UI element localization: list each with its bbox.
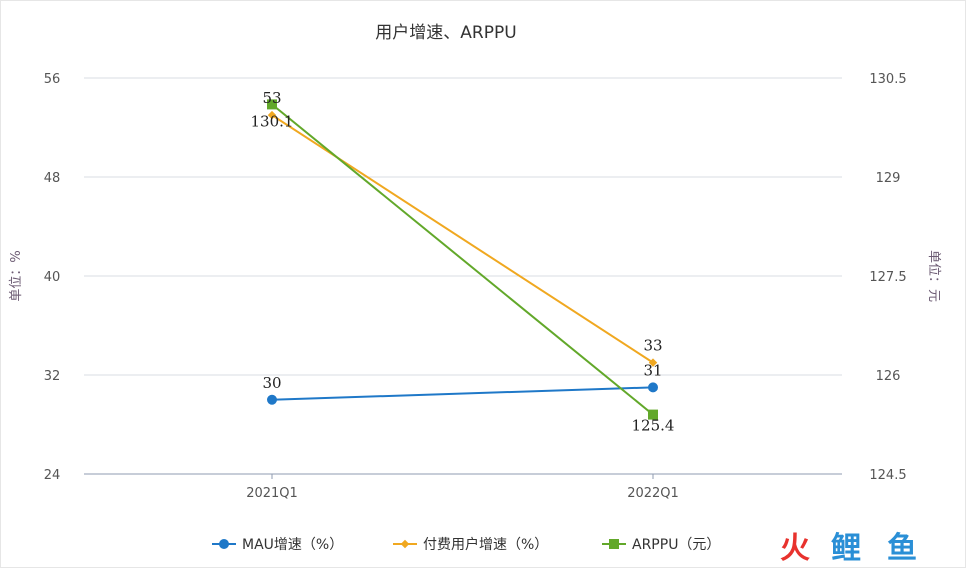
y-right-tick-label: 126 (876, 369, 901, 384)
legend-item[interactable]: 付费用户增速（%） (393, 536, 548, 553)
y-right-axis-label: 单位：元 (926, 250, 941, 302)
data-point (648, 358, 658, 367)
x-tick-label: 2021Q1 (246, 486, 298, 501)
data-label: 30 (262, 374, 281, 392)
legend-item[interactable]: MAU增速（%） (212, 537, 343, 553)
data-label: 31 (643, 361, 662, 379)
legend-label: 付费用户增速（%） (423, 536, 548, 553)
data-label: 33 (643, 337, 662, 355)
data-point (648, 382, 658, 393)
data-point (267, 110, 277, 120)
legend-label: MAU增速（%） (242, 537, 343, 553)
data-labels: 30 31 53 33 130.1 125.4 (251, 89, 675, 434)
series-line (271, 103, 654, 416)
data-label: 130.1 (251, 112, 294, 130)
data-label: 125.4 (632, 417, 675, 435)
y-right-tick-label: 130.5 (869, 72, 906, 87)
y-right-tick-label: 129 (876, 171, 901, 186)
watermark: 火鲤鱼 (780, 531, 917, 566)
legend-marker (609, 539, 619, 549)
y-left-axis-label: 单位：% (9, 250, 24, 301)
legend-marker (400, 539, 410, 549)
watermark-char: 鲤 (831, 531, 861, 566)
y-right-tick-label: 124.5 (869, 468, 906, 483)
y-right-tick-label: 127.5 (869, 270, 906, 285)
y-left-tick-label: 24 (44, 468, 61, 483)
y-left-tick-label: 56 (44, 72, 61, 87)
axes: 24 32 40 48 56 124.5 126 127.5 129 130.5 2021Q1 202… (9, 72, 941, 501)
y-left-tick-label: 48 (44, 171, 61, 186)
chart-title: 用户增速、ARPPU (375, 23, 516, 43)
y-left-tick-label: 32 (44, 369, 61, 384)
series-line (271, 114, 654, 364)
grid (84, 77, 842, 376)
y-left-tick-label: 40 (44, 270, 61, 285)
legend-item[interactable]: ARPPU（元） (602, 537, 720, 553)
series-lines (271, 103, 654, 416)
data-point (267, 99, 277, 110)
data-point (267, 394, 277, 405)
x-tick-label: 2022Q1 (627, 486, 679, 501)
markers (267, 99, 658, 420)
watermark-char: 鱼 (887, 531, 917, 566)
data-point (648, 409, 658, 420)
legend-marker (219, 539, 229, 549)
watermark-char: 火 (780, 531, 810, 566)
legend[interactable]: MAU增速（%） 付费用户增速（%） ARPPU（元） (212, 536, 720, 553)
legend-label: ARPPU（元） (632, 537, 720, 553)
data-label: 53 (262, 89, 281, 107)
series-line (271, 386, 654, 401)
